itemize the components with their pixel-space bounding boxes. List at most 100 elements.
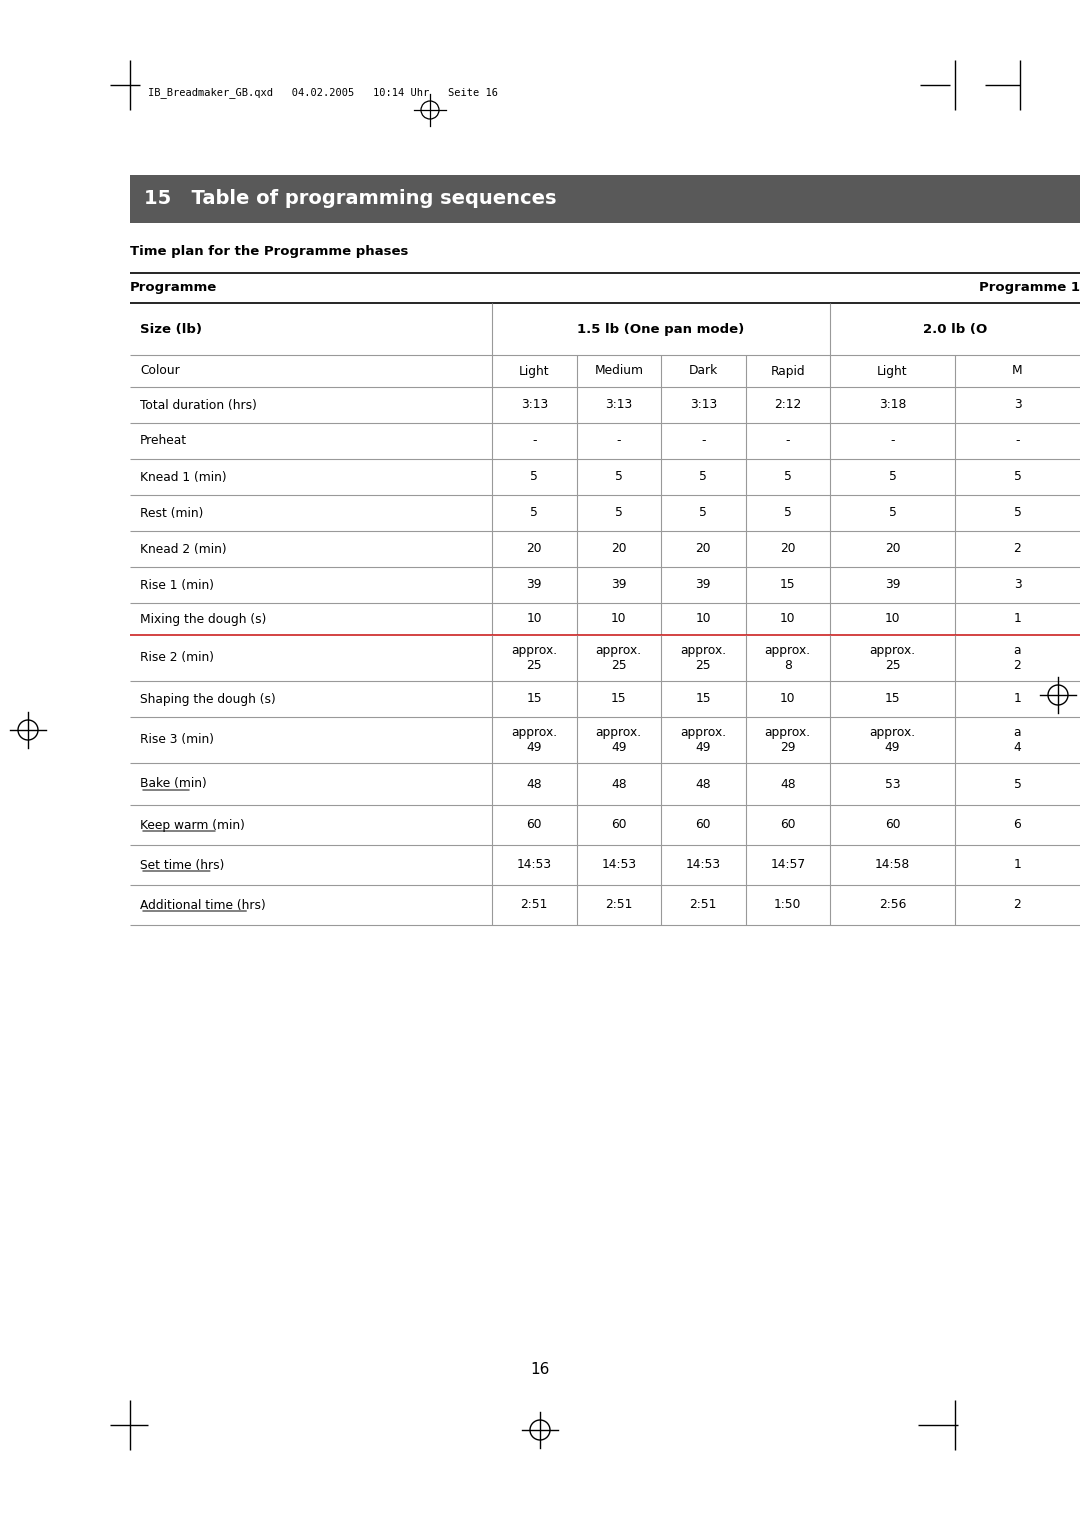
Text: Rise 1 (min): Rise 1 (min) — [140, 579, 214, 591]
Text: 48: 48 — [780, 778, 796, 790]
Text: 5: 5 — [530, 506, 538, 520]
Text: approx.
25: approx. 25 — [596, 643, 642, 672]
Text: 5: 5 — [700, 506, 707, 520]
Text: approx.
49: approx. 49 — [511, 726, 557, 753]
Text: 14:57: 14:57 — [770, 859, 806, 871]
Text: 20: 20 — [527, 542, 542, 556]
Text: 39: 39 — [696, 579, 711, 591]
Text: 5: 5 — [615, 506, 623, 520]
Text: 60: 60 — [611, 819, 626, 831]
Text: Time plan for the Programme phases: Time plan for the Programme phases — [130, 244, 408, 258]
Text: 2:56: 2:56 — [879, 898, 906, 912]
Text: Medium: Medium — [594, 365, 644, 377]
Text: 15: 15 — [611, 692, 626, 706]
Text: 39: 39 — [611, 579, 626, 591]
Text: Rise 3 (min): Rise 3 (min) — [140, 733, 214, 747]
Text: approx.
49: approx. 49 — [869, 726, 916, 753]
Text: Rapid: Rapid — [770, 365, 805, 377]
Text: 10: 10 — [611, 613, 626, 625]
Text: 20: 20 — [780, 542, 796, 556]
Text: 3: 3 — [1014, 579, 1022, 591]
Text: 2:51: 2:51 — [521, 898, 548, 912]
Text: 2: 2 — [1014, 898, 1022, 912]
Text: approx.
25: approx. 25 — [511, 643, 557, 672]
Text: 20: 20 — [696, 542, 711, 556]
Text: Shaping the dough (s): Shaping the dough (s) — [140, 692, 275, 706]
Text: Dark: Dark — [689, 365, 718, 377]
Text: approx.
8: approx. 8 — [765, 643, 811, 672]
Text: 5: 5 — [889, 471, 896, 483]
Text: M: M — [1012, 365, 1023, 377]
Text: Preheat: Preheat — [140, 434, 187, 448]
Text: Rise 2 (min): Rise 2 (min) — [140, 651, 214, 665]
Text: 5: 5 — [700, 471, 707, 483]
Text: 1: 1 — [1014, 692, 1022, 706]
Text: 15: 15 — [526, 692, 542, 706]
Text: 60: 60 — [696, 819, 711, 831]
Text: 60: 60 — [780, 819, 796, 831]
Text: approx.
29: approx. 29 — [765, 726, 811, 753]
Text: 2:12: 2:12 — [774, 399, 801, 411]
Text: 10: 10 — [885, 613, 901, 625]
Text: 20: 20 — [611, 542, 626, 556]
Text: approx.
25: approx. 25 — [680, 643, 727, 672]
Text: -: - — [617, 434, 621, 448]
Text: 10: 10 — [696, 613, 711, 625]
Text: 5: 5 — [1013, 506, 1022, 520]
Text: approx.
25: approx. 25 — [869, 643, 916, 672]
Text: Programme: Programme — [130, 281, 217, 293]
Text: Knead 2 (min): Knead 2 (min) — [140, 542, 227, 556]
Text: 60: 60 — [527, 819, 542, 831]
Text: 3:18: 3:18 — [879, 399, 906, 411]
Text: approx.
49: approx. 49 — [680, 726, 727, 753]
Text: 5: 5 — [530, 471, 538, 483]
Text: 1: 1 — [1014, 613, 1022, 625]
Text: 1.5 lb (One pan mode): 1.5 lb (One pan mode) — [578, 322, 744, 336]
Text: -: - — [1015, 434, 1020, 448]
Text: Programme 1: Programme 1 — [978, 281, 1080, 293]
Text: Keep warm (min): Keep warm (min) — [140, 819, 245, 831]
Text: -: - — [890, 434, 894, 448]
Text: IB_Breadmaker_GB.qxd   04.02.2005   10:14 Uhr   Seite 16: IB_Breadmaker_GB.qxd 04.02.2005 10:14 Uh… — [148, 87, 498, 98]
Text: 14:53: 14:53 — [516, 859, 552, 871]
Text: 3:13: 3:13 — [690, 399, 717, 411]
Text: Size (lb): Size (lb) — [140, 322, 202, 336]
Text: 10: 10 — [527, 613, 542, 625]
Text: -: - — [532, 434, 537, 448]
Text: 15   Table of programming sequences: 15 Table of programming sequences — [144, 189, 556, 208]
Text: Rest (min): Rest (min) — [140, 506, 203, 520]
Text: 1: 1 — [1014, 859, 1022, 871]
Text: 6: 6 — [1014, 819, 1022, 831]
Text: 15: 15 — [780, 579, 796, 591]
Text: 20: 20 — [885, 542, 901, 556]
Text: Light: Light — [877, 365, 908, 377]
Text: 5: 5 — [1013, 778, 1022, 790]
Text: 2: 2 — [1014, 542, 1022, 556]
Text: 1:50: 1:50 — [774, 898, 801, 912]
Text: 5: 5 — [1013, 471, 1022, 483]
Text: -: - — [701, 434, 705, 448]
Bar — [130, 176, 1080, 223]
Text: -: - — [785, 434, 789, 448]
Text: 60: 60 — [885, 819, 901, 831]
Text: 10: 10 — [780, 613, 796, 625]
Text: 53: 53 — [885, 778, 901, 790]
Text: 39: 39 — [527, 579, 542, 591]
Text: Light: Light — [518, 365, 550, 377]
Text: Mixing the dough (s): Mixing the dough (s) — [140, 613, 267, 625]
Text: 3: 3 — [1014, 399, 1022, 411]
Text: Set time (hrs): Set time (hrs) — [140, 859, 225, 871]
Text: Additional time (hrs): Additional time (hrs) — [140, 898, 266, 912]
Text: 16: 16 — [530, 1363, 550, 1378]
Text: 48: 48 — [526, 778, 542, 790]
Text: 2:51: 2:51 — [605, 898, 633, 912]
Text: 39: 39 — [885, 579, 901, 591]
Text: a
2: a 2 — [1014, 643, 1022, 672]
Text: 5: 5 — [615, 471, 623, 483]
Text: Total duration (hrs): Total duration (hrs) — [140, 399, 257, 411]
Text: 14:53: 14:53 — [686, 859, 720, 871]
Text: 14:58: 14:58 — [875, 859, 910, 871]
Text: Bake (min): Bake (min) — [140, 778, 206, 790]
Text: Knead 1 (min): Knead 1 (min) — [140, 471, 227, 483]
Text: 5: 5 — [784, 506, 792, 520]
